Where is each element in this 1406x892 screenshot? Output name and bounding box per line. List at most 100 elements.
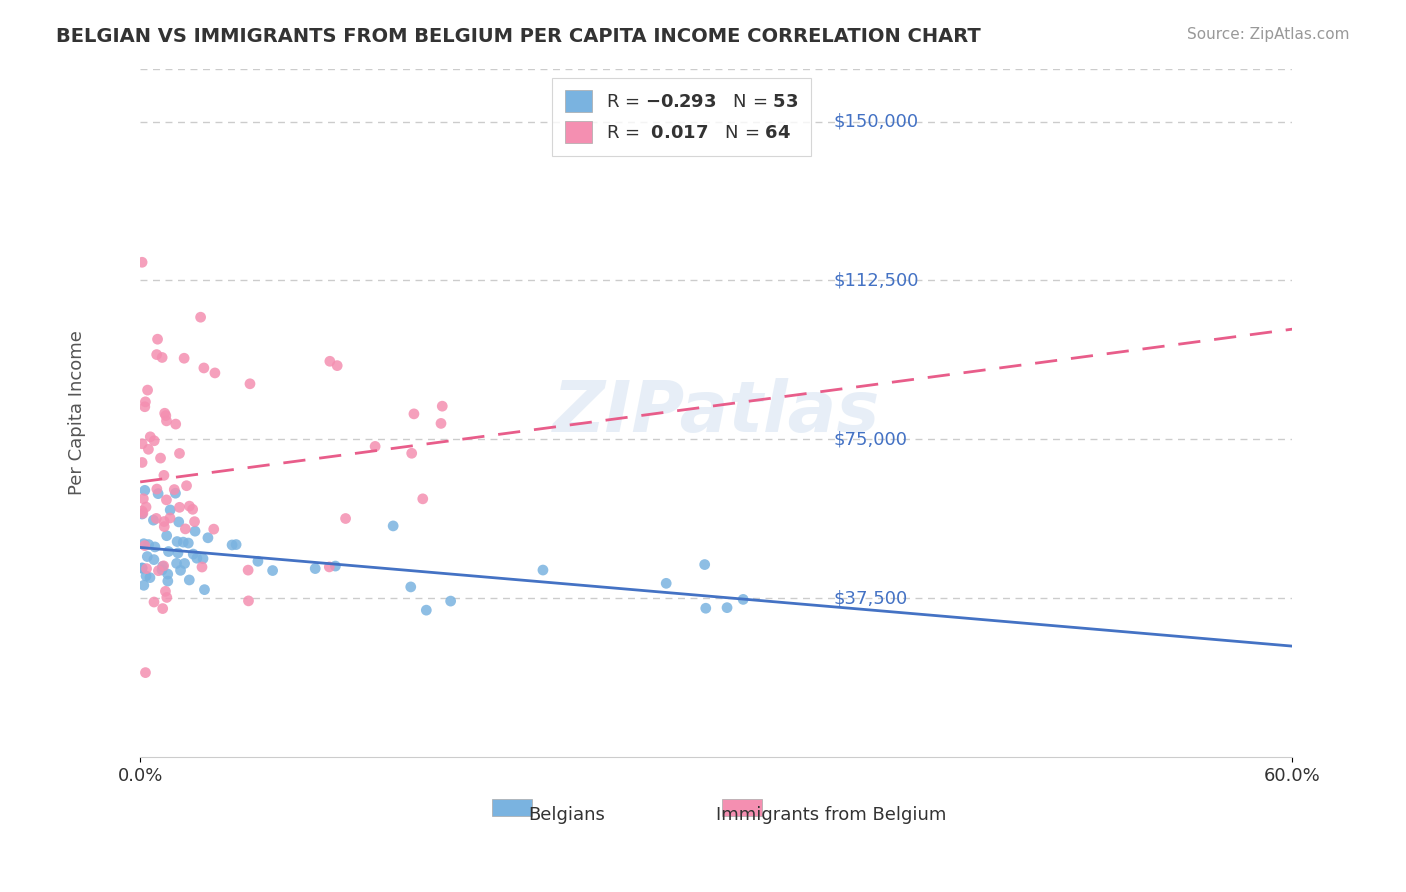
Point (415, 603, 437, 617)
Point (131, 255, 153, 269)
Point (176, 479, 198, 493)
Text: $150,000: $150,000 (834, 112, 920, 130)
Point (134, 665, 156, 680)
Text: Immigrants from Belgium: Immigrants from Belgium (716, 805, 946, 823)
Legend: R = $\mathbf{-0.293}$   N = $\mathbf{53}$, R = $\mathbf{\ 0.017}$   N = $\mathbf: R = $\mathbf{-0.293}$ N = $\mathbf{53}$,… (553, 78, 811, 156)
Point (146, 486, 169, 500)
Point (155, 409, 177, 423)
Point (399, 580, 422, 594)
Point (163, 483, 186, 497)
Point (173, 351, 195, 366)
Point (143, 595, 166, 609)
Point (167, 515, 190, 529)
Point (304, 561, 326, 575)
Point (193, 361, 215, 376)
Point (402, 407, 425, 421)
Point (167, 546, 190, 560)
Point (173, 557, 195, 571)
Point (131, 504, 153, 518)
Point (225, 537, 247, 551)
Point (172, 535, 194, 549)
Point (166, 534, 188, 549)
FancyBboxPatch shape (723, 798, 762, 816)
Point (143, 434, 166, 448)
Point (733, 592, 755, 607)
Point (169, 446, 191, 460)
Point (165, 417, 187, 431)
Point (135, 561, 157, 575)
Point (155, 492, 177, 507)
Point (134, 483, 156, 498)
Point (318, 560, 340, 574)
Point (186, 551, 208, 566)
Point (135, 500, 157, 514)
Point (145, 511, 167, 525)
Text: Belgians: Belgians (529, 805, 605, 823)
Point (156, 529, 179, 543)
Point (165, 486, 187, 500)
Point (155, 414, 177, 428)
Text: $75,000: $75,000 (834, 431, 908, 449)
Point (138, 442, 160, 457)
Point (149, 451, 172, 466)
Point (169, 500, 191, 515)
Point (138, 538, 160, 552)
Point (430, 417, 453, 431)
Point (326, 359, 349, 373)
Point (655, 576, 678, 591)
Point (239, 376, 262, 391)
Point (153, 515, 176, 529)
Point (183, 515, 205, 529)
Point (191, 560, 214, 574)
Point (131, 561, 153, 575)
Point (174, 522, 197, 536)
Text: Per Capita Income: Per Capita Income (67, 331, 86, 495)
Point (177, 536, 200, 550)
Point (319, 354, 342, 368)
Point (193, 582, 215, 597)
Point (146, 482, 169, 496)
Point (412, 491, 434, 506)
Point (246, 554, 269, 568)
Point (169, 563, 191, 577)
Point (440, 594, 463, 608)
Point (157, 544, 180, 558)
Point (134, 400, 156, 414)
Point (202, 522, 225, 536)
Point (143, 540, 166, 554)
Point (155, 584, 177, 599)
Point (695, 601, 717, 615)
Point (131, 507, 153, 521)
Point (132, 506, 155, 520)
Point (152, 559, 174, 574)
Point (191, 551, 214, 566)
Point (150, 351, 173, 365)
Point (134, 394, 156, 409)
Point (153, 406, 176, 420)
Text: Source: ZipAtlas.com: Source: ZipAtlas.com (1187, 27, 1350, 42)
Point (693, 558, 716, 572)
Point (204, 366, 226, 380)
Text: $112,500: $112,500 (834, 271, 920, 290)
Point (181, 502, 204, 516)
Point (131, 455, 153, 469)
Point (238, 594, 260, 608)
Point (382, 519, 405, 533)
Point (148, 564, 170, 578)
Point (156, 591, 179, 605)
Point (139, 430, 162, 444)
Point (190, 310, 212, 325)
Point (221, 538, 243, 552)
FancyBboxPatch shape (492, 798, 531, 816)
Point (145, 348, 167, 362)
Point (150, 563, 173, 577)
Point (432, 399, 454, 413)
Point (152, 558, 174, 573)
Point (136, 549, 159, 564)
Point (716, 600, 738, 615)
Point (142, 552, 165, 566)
Point (401, 446, 423, 460)
Point (132, 578, 155, 592)
Point (364, 439, 387, 453)
Point (131, 561, 153, 575)
